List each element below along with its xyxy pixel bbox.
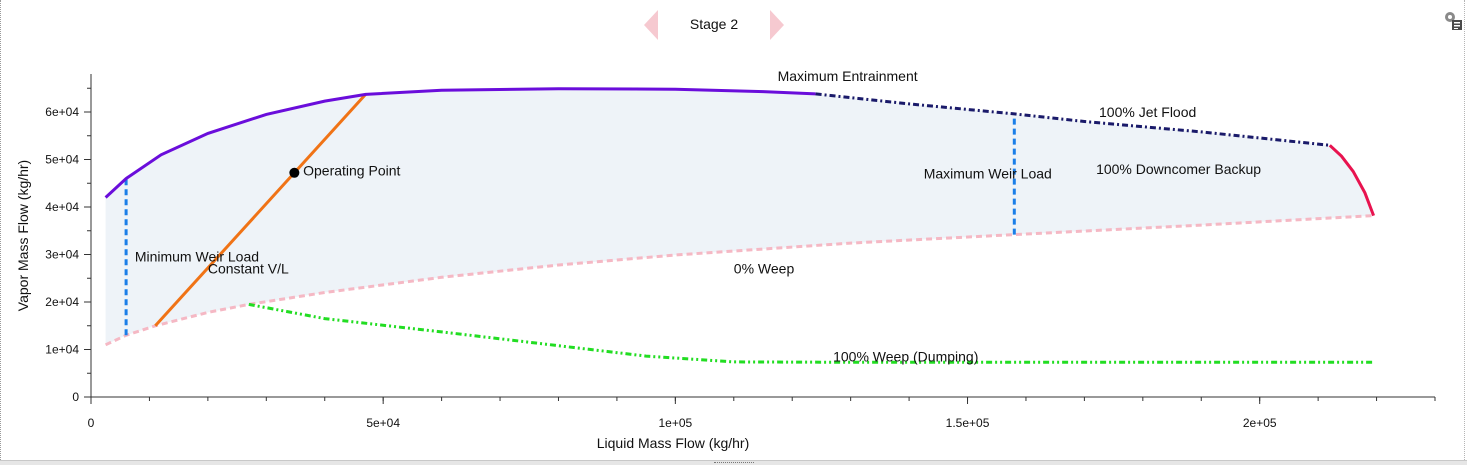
x-axis-title: Liquid Mass Flow (kg/hr) — [597, 435, 750, 451]
y-tick-label: 5e+04 — [45, 153, 79, 167]
y-tick-label: 3e+04 — [45, 248, 79, 262]
x-tick-label: 0 — [88, 416, 95, 430]
y-tick-label: 6e+04 — [45, 105, 79, 119]
y-tick-label: 0 — [72, 390, 79, 404]
annotation-label: 100% Jet Flood — [1099, 104, 1196, 120]
chart-settings-icon[interactable] — [1443, 11, 1463, 31]
operating-region-fill — [105, 88, 1374, 345]
series-line-100-weep-dumping — [248, 302, 1374, 364]
series-line-maximum-entrainment — [104, 87, 816, 199]
series-line-100-jet-flood — [815, 92, 1330, 147]
y-axis-title: Vapor Mass Flow (kg/hr) — [15, 160, 31, 311]
x-tick-label: 1.5e+05 — [946, 416, 990, 430]
stage-label: Stage 2 — [689, 16, 739, 32]
x-tick-label: 5e+04 — [366, 416, 400, 430]
series-line-100-downcomer-backup — [1328, 144, 1376, 217]
chevron-right-icon[interactable] — [769, 10, 785, 40]
annotation-label: Minimum Weir Load — [135, 249, 259, 265]
chevron-left-icon[interactable] — [643, 10, 659, 40]
annotation-label: Maximum Weir Load — [924, 166, 1052, 182]
annotation-label: 100% Downcomer Backup — [1096, 161, 1261, 177]
y-tick-label: 1e+04 — [45, 343, 79, 357]
stage-navigator: Stage 2 — [643, 10, 785, 40]
x-tick-label: 2e+05 — [1243, 416, 1277, 430]
x-tick-label: 1e+05 — [658, 416, 692, 430]
annotation-label: Operating Point — [303, 163, 400, 179]
series-line-constant-v-l — [154, 93, 367, 327]
operating-point-marker — [289, 167, 300, 178]
annotation-label: Maximum Entrainment — [778, 68, 918, 84]
y-tick-label: 4e+04 — [45, 200, 79, 214]
annotation-label: 0% Weep — [734, 261, 795, 277]
annotation-label: 100% Weep (Dumping) — [833, 348, 978, 364]
annotation-label: Constant V/L — [208, 261, 289, 277]
splitter-grip[interactable] — [714, 462, 754, 465]
y-tick-label: 2e+04 — [45, 295, 79, 309]
